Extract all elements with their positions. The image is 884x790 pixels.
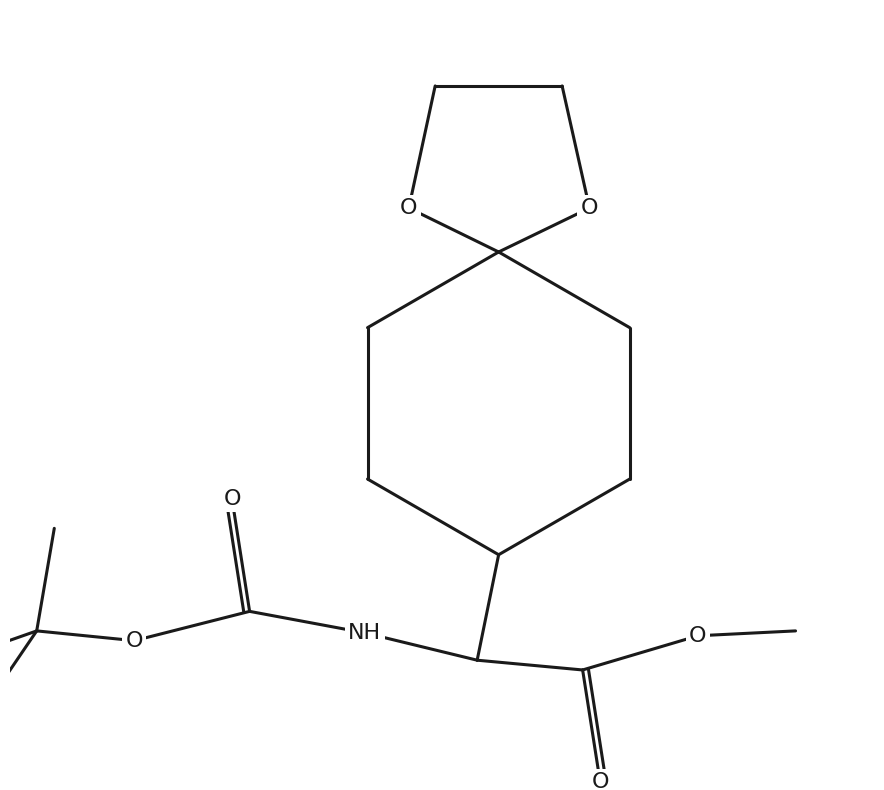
Text: O: O	[126, 630, 143, 651]
Text: NH: NH	[348, 623, 381, 643]
Text: O: O	[690, 626, 706, 645]
Text: O: O	[591, 773, 609, 790]
Text: O: O	[224, 489, 240, 509]
Text: O: O	[581, 198, 598, 218]
Text: O: O	[400, 198, 417, 218]
